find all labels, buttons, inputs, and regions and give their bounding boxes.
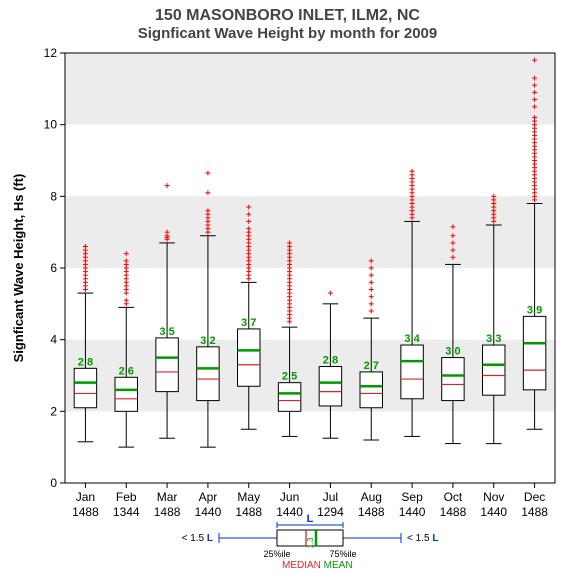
svg-text:Sep: Sep — [401, 490, 423, 504]
svg-text:75%ile: 75%ile — [329, 549, 356, 559]
svg-text:3.5: 3.5 — [159, 326, 174, 338]
svg-text:< 1.5 L: < 1.5 L — [182, 533, 213, 544]
svg-text:1.3: 1.3 — [306, 537, 315, 549]
svg-text:12: 12 — [44, 46, 58, 60]
svg-text:MEDIAN MEAN: MEDIAN MEAN — [282, 560, 353, 571]
svg-text:3.7: 3.7 — [241, 317, 256, 329]
svg-text:2: 2 — [50, 405, 57, 419]
svg-text:1488: 1488 — [154, 505, 181, 519]
svg-text:1488: 1488 — [440, 505, 467, 519]
svg-text:Jun: Jun — [280, 490, 299, 504]
svg-text:2.8: 2.8 — [78, 357, 93, 369]
svg-text:4: 4 — [50, 333, 57, 347]
svg-text:1294: 1294 — [317, 505, 344, 519]
svg-text:Apr: Apr — [199, 490, 218, 504]
svg-text:Dec: Dec — [524, 490, 545, 504]
svg-text:Jan: Jan — [76, 490, 95, 504]
svg-text:Oct: Oct — [444, 490, 463, 504]
svg-text:Nov: Nov — [483, 490, 504, 504]
svg-text:Mar: Mar — [157, 490, 178, 504]
title-line-2: Signficant Wave Height by month for 2009 — [0, 25, 575, 43]
svg-text:< 1.5 L: < 1.5 L — [407, 533, 438, 544]
svg-text:1440: 1440 — [480, 505, 507, 519]
svg-text:0: 0 — [50, 476, 57, 490]
svg-text:3.4: 3.4 — [404, 333, 420, 345]
svg-text:1440: 1440 — [276, 505, 303, 519]
svg-text:8: 8 — [50, 190, 57, 204]
svg-text:Signficant Wave Height, Hs (ft: Signficant Wave Height, Hs (ft) — [11, 174, 26, 363]
svg-text:1440: 1440 — [195, 505, 222, 519]
svg-text:2.7: 2.7 — [364, 360, 379, 372]
svg-text:25%ile: 25%ile — [263, 549, 290, 559]
svg-text:L: L — [307, 513, 314, 525]
svg-text:2.5: 2.5 — [282, 371, 297, 383]
svg-text:Feb: Feb — [116, 490, 137, 504]
svg-text:3.0: 3.0 — [445, 346, 460, 358]
svg-text:1488: 1488 — [521, 505, 548, 519]
svg-text:Aug: Aug — [361, 490, 382, 504]
svg-text:1488: 1488 — [235, 505, 262, 519]
svg-text:2.8: 2.8 — [323, 355, 338, 367]
svg-text:1488: 1488 — [358, 505, 385, 519]
svg-text:10: 10 — [44, 118, 58, 132]
chart-title: 150 MASONBORO INLET, ILM2, NC Signficant… — [0, 0, 575, 43]
svg-text:2.6: 2.6 — [119, 365, 134, 377]
svg-text:1344: 1344 — [113, 505, 140, 519]
svg-text:Jul: Jul — [323, 490, 338, 504]
svg-text:1440: 1440 — [399, 505, 426, 519]
plot-area: 0 2 4 6 8 10 12 Signficant Wave Height, Hs (ft)… — [0, 43, 575, 578]
svg-text:May: May — [237, 490, 260, 504]
boxplot-chart: 150 MASONBORO INLET, ILM2, NC Signficant… — [0, 0, 575, 580]
svg-text:1488: 1488 — [72, 505, 99, 519]
svg-text:6: 6 — [50, 261, 57, 275]
svg-text:3.9: 3.9 — [527, 305, 542, 317]
svg-text:3.2: 3.2 — [200, 335, 215, 347]
svg-text:3.3: 3.3 — [486, 333, 501, 345]
title-line-1: 150 MASONBORO INLET, ILM2, NC — [0, 6, 575, 25]
